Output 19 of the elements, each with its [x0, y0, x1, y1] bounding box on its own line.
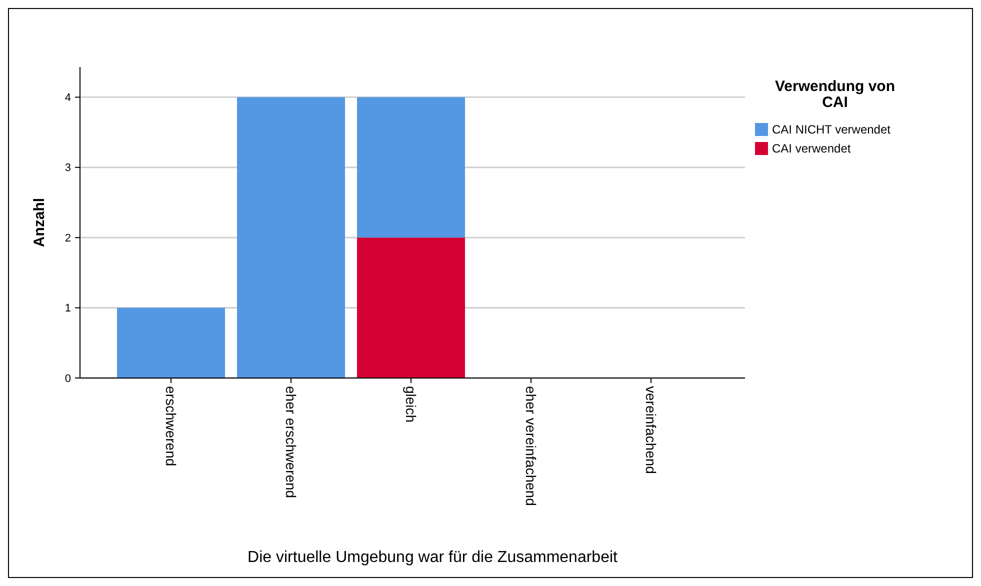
- bar: [117, 308, 225, 378]
- x-axis-title: Die virtuelle Umgebung war für die Zusammenarbeit: [248, 549, 618, 566]
- legend-label: CAI verwendet: [772, 142, 852, 156]
- x-tick-label: eher erschwerend: [283, 386, 300, 498]
- bar: [237, 97, 345, 378]
- legend-title: Verwendung von CAI: [774, 78, 896, 111]
- y-tick-label: 0: [64, 372, 71, 385]
- x-tick-label: vereinfachend: [643, 386, 660, 474]
- y-tick-label: 1: [64, 302, 71, 315]
- legend-label: CAI NICHT verwendet: [772, 122, 892, 137]
- x-tick-label: erschwerend: [163, 386, 180, 466]
- y-axis-title: Anzahl: [31, 198, 48, 248]
- y-tick-label: 4: [64, 92, 71, 104]
- x-tick-label: gleich: [403, 386, 420, 423]
- x-tick-label: eher vereinfachend: [523, 386, 540, 506]
- bar: [357, 97, 465, 238]
- bar: [357, 238, 465, 378]
- y-tick-label: 2: [64, 232, 71, 244]
- y-tick-label: 3: [64, 162, 71, 174]
